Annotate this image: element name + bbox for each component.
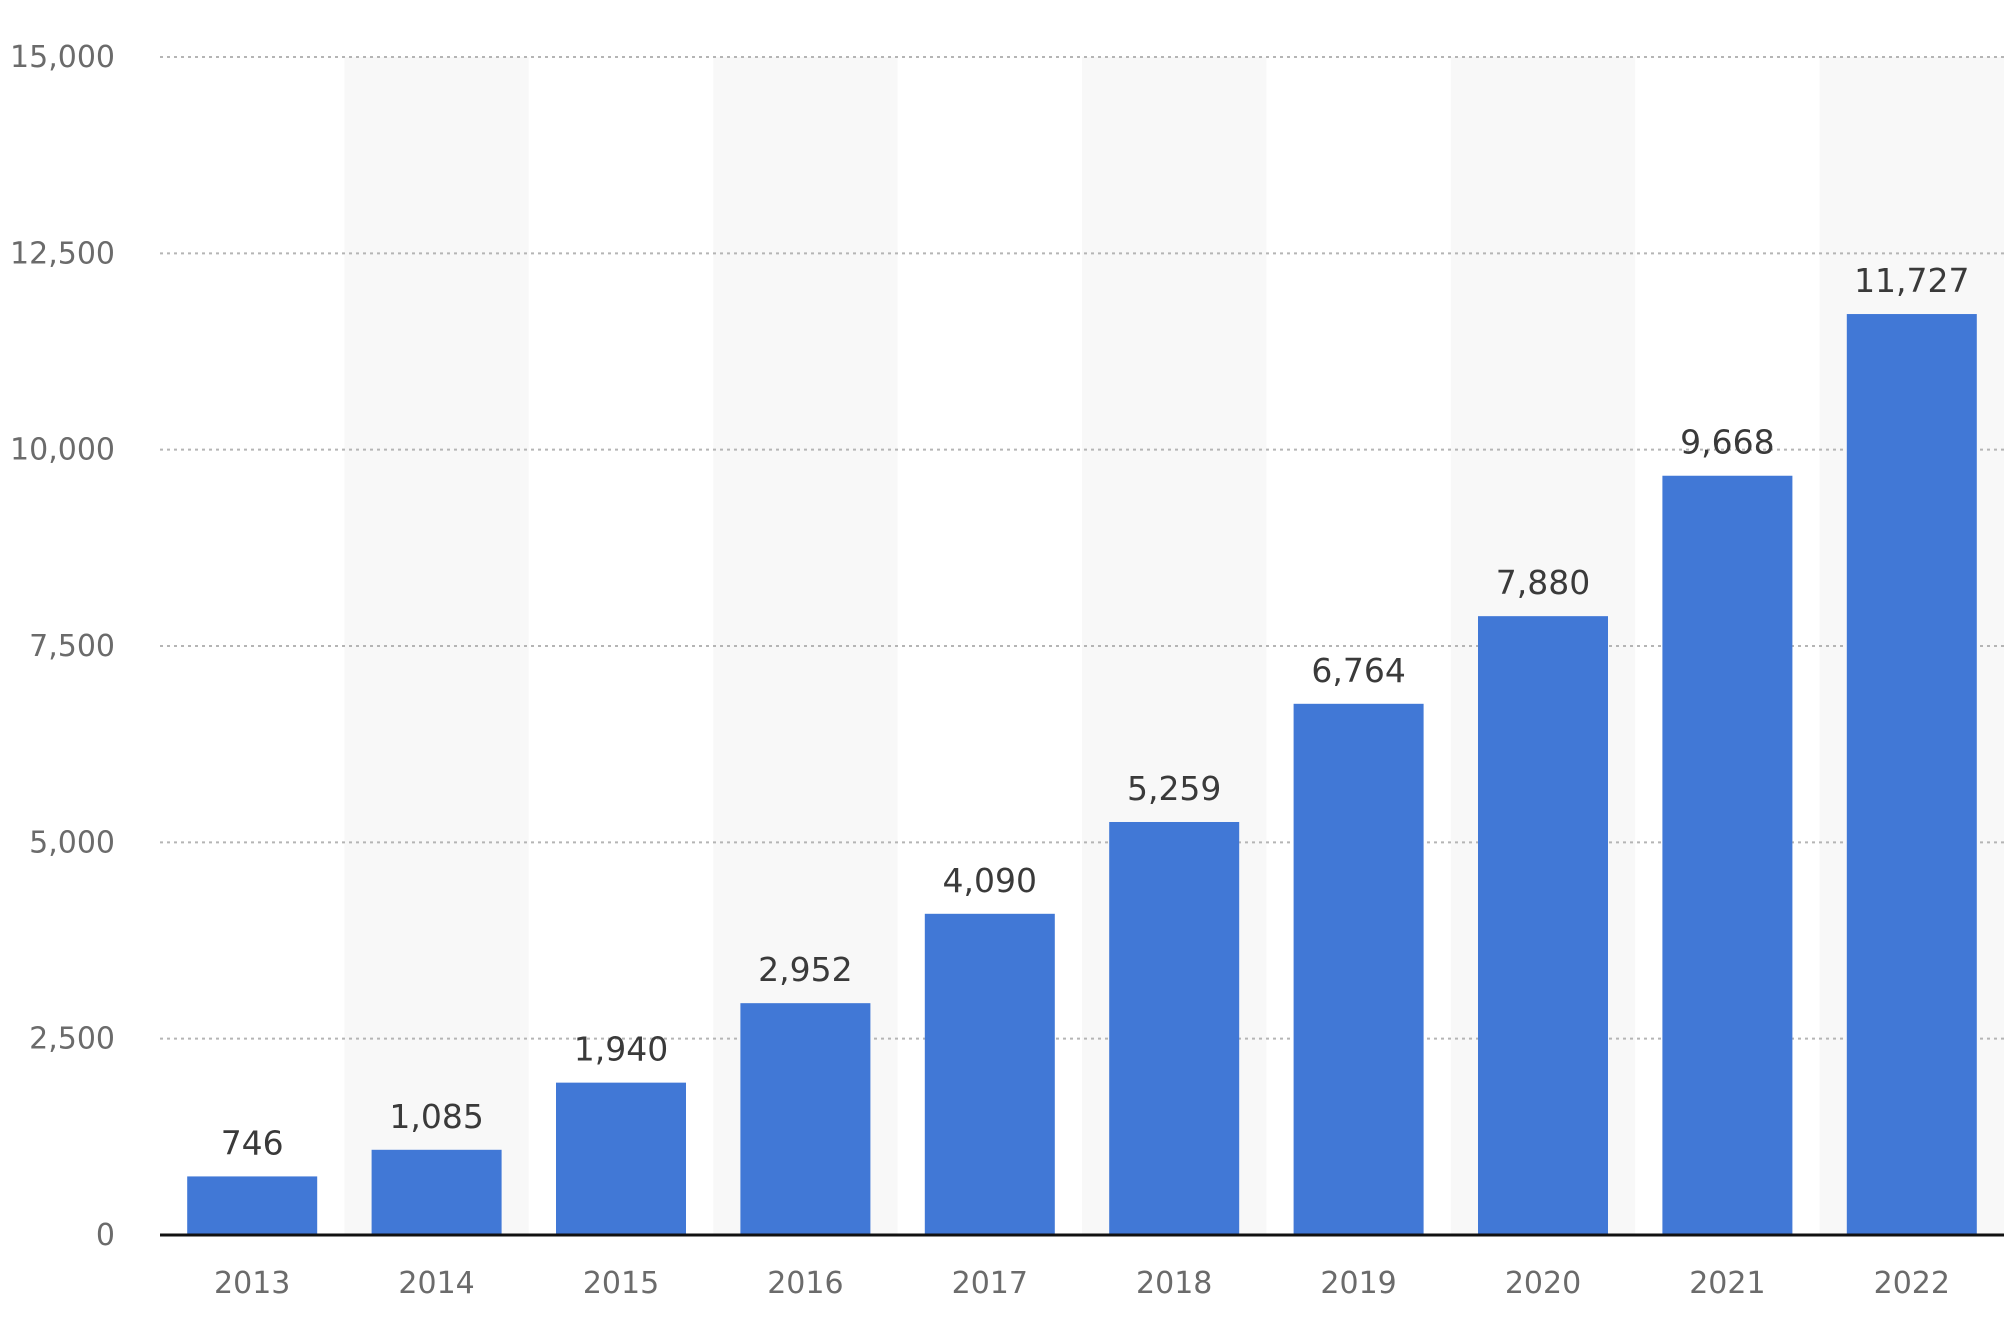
y-tick-label: 10,000	[10, 433, 115, 468]
bar-2017	[924, 913, 1055, 1235]
bar-2014	[371, 1149, 502, 1235]
x-tick-label-2015: 2015	[583, 1266, 659, 1301]
x-tick-label-2020: 2020	[1505, 1266, 1581, 1301]
x-tick-label-2018: 2018	[1136, 1266, 1212, 1301]
x-tick-label-2016: 2016	[767, 1266, 843, 1301]
bar-2022	[1846, 314, 1977, 1235]
x-tick-label-2019: 2019	[1320, 1266, 1396, 1301]
bar-2013	[187, 1176, 318, 1235]
y-tick-label: 15,000	[10, 40, 115, 75]
bar-2021	[1662, 475, 1793, 1235]
data-label-2014: 1,085	[389, 1097, 483, 1136]
data-label-2016: 2,952	[758, 950, 852, 989]
x-tick-label-2017: 2017	[952, 1266, 1028, 1301]
y-tick-label: 2,500	[29, 1022, 115, 1057]
bars	[187, 314, 1977, 1235]
bar-2015	[556, 1082, 686, 1235]
data-label-2013: 746	[221, 1123, 284, 1162]
x-axis-ticks: 2013 2014 2015 2016 2017 2018 2019 2020 2021 2022	[214, 1266, 1950, 1301]
data-label-2019: 6,764	[1311, 651, 1405, 690]
bar-2018	[1109, 821, 1240, 1235]
x-tick-label-2022: 2022	[1874, 1266, 1950, 1301]
y-tick-label: 0	[96, 1218, 115, 1253]
x-tick-label-2021: 2021	[1689, 1266, 1765, 1301]
data-labels: 746 1,085 1,940 2,952 4,090 5,259 6,764 7,880 9,…	[221, 261, 1970, 1162]
x-tick-label-2013: 2013	[214, 1266, 290, 1301]
data-label-2021: 9,668	[1680, 423, 1774, 462]
bar-2016	[740, 1003, 871, 1235]
y-tick-label: 12,500	[10, 236, 115, 271]
bar-2020	[1478, 616, 1608, 1235]
y-tick-label: 5,000	[29, 825, 115, 860]
data-label-2017: 4,090	[943, 861, 1037, 900]
bar-2019	[1293, 703, 1424, 1235]
data-label-2020: 7,880	[1496, 563, 1590, 602]
y-tick-label: 7,500	[29, 629, 115, 664]
data-label-2018: 5,259	[1127, 769, 1221, 808]
x-tick-label-2014: 2014	[398, 1266, 474, 1301]
data-label-2022: 11,727	[1854, 261, 1969, 300]
data-label-2015: 1,940	[574, 1030, 668, 1069]
y-axis-ticks: 0 2,500 5,000 7,500 10,000 12,500 15,000	[10, 40, 115, 1253]
